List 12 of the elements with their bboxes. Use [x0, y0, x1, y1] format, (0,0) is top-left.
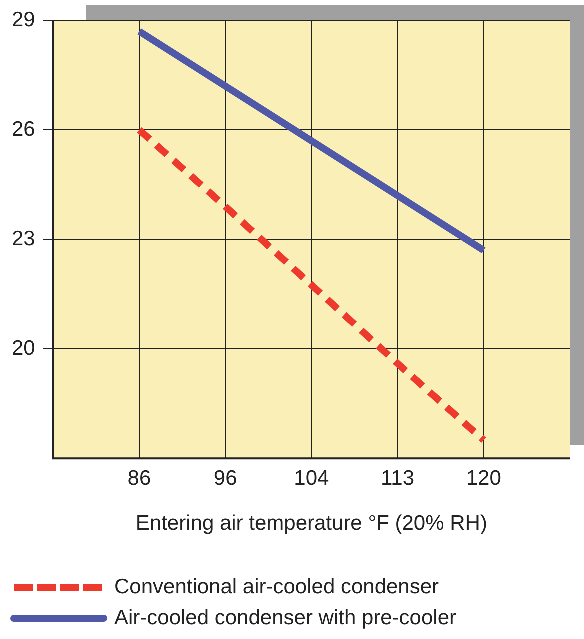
x-tick-label: 96: [214, 466, 238, 490]
y-tick-label: 20: [12, 336, 36, 360]
legend-label: Conventional air-cooled condenser: [114, 575, 440, 598]
x-tick-label: 113: [381, 466, 415, 490]
x-tick-label: 104: [294, 466, 330, 490]
legend-label: Air-cooled condenser with pre-cooler: [114, 606, 457, 630]
x-tick-label: 86: [128, 466, 152, 490]
x-axis-title: Entering air temperature °F (20% RH): [136, 512, 488, 536]
y-tick-label: 23: [12, 227, 36, 250]
y-tick-label: 29: [12, 8, 36, 32]
x-tick-label: 120: [466, 466, 502, 490]
y-tick-label: 26: [12, 118, 36, 141]
